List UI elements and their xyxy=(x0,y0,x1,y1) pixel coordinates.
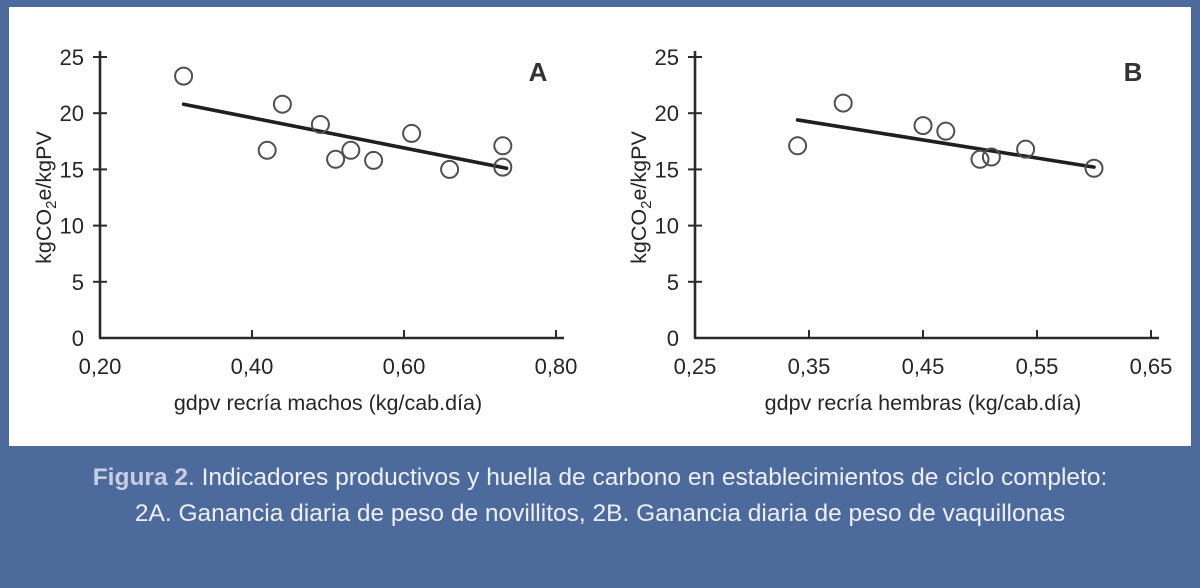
y-tick-label: 5 xyxy=(72,270,84,295)
figure-caption-label: Figura 2 xyxy=(92,464,188,491)
y-tick-label: 15 xyxy=(60,157,84,182)
figure-caption-text: . Indicadores productivos y huella de ca… xyxy=(134,464,1108,527)
data-point xyxy=(1016,139,1036,159)
data-point xyxy=(341,140,361,160)
y-tick-label: 5 xyxy=(667,270,679,295)
y-tick-label: 0 xyxy=(72,326,84,351)
y-tick-label: 25 xyxy=(60,45,84,70)
data-point xyxy=(402,123,422,143)
x-tick-label: 0,55 xyxy=(1016,354,1059,379)
x-tick-label: 0,40 xyxy=(231,354,274,379)
y-axis-title: kgCO2e/kgPV xyxy=(627,131,655,264)
figure-plot-area: 0 5 10 15 20 25 0,20 0,40 0,60 0,80 gdpv recría ma… xyxy=(9,7,1191,446)
y-tick-label: 20 xyxy=(60,101,84,126)
data-point xyxy=(364,150,384,170)
panel-letter: B xyxy=(1124,57,1143,87)
y-tick-label: 25 xyxy=(655,45,679,70)
y-tick-label: 20 xyxy=(655,101,679,126)
data-point xyxy=(981,147,1001,167)
data-point xyxy=(310,114,330,134)
data-point xyxy=(440,159,460,179)
caption-band: Figura 2. Indicadores productivos y huel… xyxy=(0,446,1200,588)
panel-letter: A xyxy=(529,57,548,87)
data-point xyxy=(272,94,292,114)
scatter-panel-a: 0 5 10 15 20 25 0,20 0,40 0,60 0,80 gdpv recría ma… xyxy=(32,45,578,415)
y-tick-label: 15 xyxy=(655,157,679,182)
data-point xyxy=(493,157,513,177)
data-point xyxy=(833,93,853,113)
x-tick-label: 0,20 xyxy=(79,354,122,379)
data-point xyxy=(1084,158,1104,178)
x-tick-label: 0,45 xyxy=(902,354,945,379)
data-point xyxy=(913,116,933,136)
y-tick-label: 10 xyxy=(60,214,84,239)
y-tick-label: 0 xyxy=(667,326,679,351)
data-point xyxy=(788,136,808,156)
x-axis-title: gdpv recría hembras (kg/cab.día) xyxy=(765,391,1082,415)
x-tick-label: 0,35 xyxy=(788,354,831,379)
data-point xyxy=(257,140,277,160)
scatter-panel-b: 0 5 10 15 20 25 0,25 0,35 0,45 0,55 0,65 gdpv recrí… xyxy=(627,45,1173,415)
x-tick-label: 0,80 xyxy=(535,354,578,379)
x-tick-label: 0,60 xyxy=(383,354,426,379)
data-point xyxy=(326,149,346,169)
data-point xyxy=(174,66,194,86)
x-axis-title: gdpv recría machos (kg/cab.día) xyxy=(174,391,482,415)
x-tick-label: 0,25 xyxy=(674,354,717,379)
figure-caption: Figura 2. Indicadores productivos y huel… xyxy=(80,460,1120,532)
y-axis-title: kgCO2e/kgPV xyxy=(32,131,60,264)
trend-line xyxy=(181,102,509,171)
y-tick-label: 10 xyxy=(655,214,679,239)
x-tick-label: 0,65 xyxy=(1130,354,1173,379)
data-point xyxy=(493,136,513,156)
trend-line xyxy=(795,118,1096,169)
data-point xyxy=(970,149,990,169)
data-point xyxy=(936,121,956,141)
